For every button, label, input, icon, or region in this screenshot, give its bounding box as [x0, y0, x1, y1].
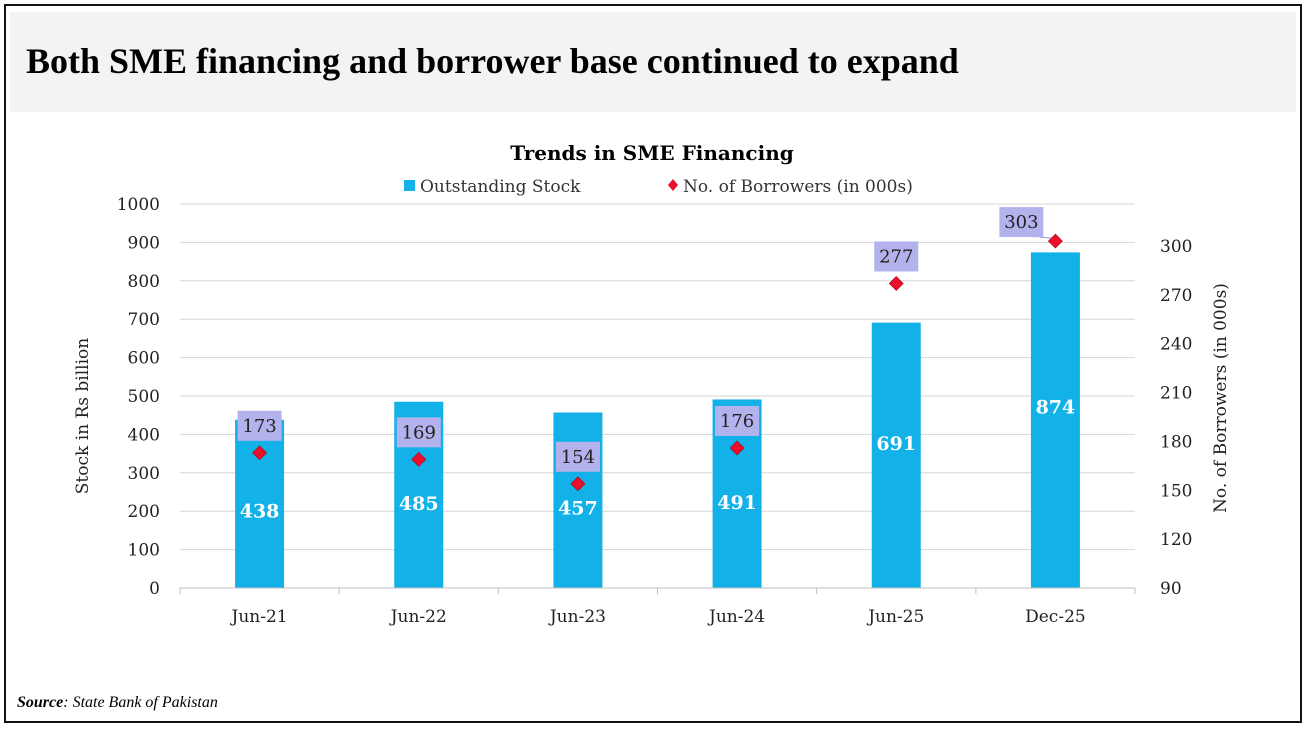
- borrower-value-label-Jun-22: 169: [402, 422, 436, 443]
- borrower-leader-line-Dec-25: [1039, 236, 1053, 239]
- borrower-label-box-Jun-24: [715, 405, 760, 436]
- bar-value-label-Jun-21: 438: [240, 500, 280, 522]
- sme-financing-chart: Trends in SME Financing Outstanding Stock…: [73, 141, 1231, 627]
- borrower-value-label-Jun-24: 176: [720, 411, 754, 432]
- source-text: : State Bank of Pakistan: [63, 694, 218, 711]
- borrower-point-Jun-21: [252, 445, 268, 461]
- bar-Jun-25: [871, 322, 921, 588]
- y-tick-label-700: 700: [128, 310, 160, 330]
- borrower-label-box-Jun-23: [555, 441, 600, 472]
- y2-tick-label-90: 90: [1160, 579, 1182, 599]
- borrower-point-Dec-25: [1047, 233, 1063, 249]
- y2-tick-label-120: 120: [1160, 530, 1192, 550]
- x-tick-label-Jun-21: Jun-21: [230, 607, 288, 627]
- bar-value-label-Jun-24: 491: [717, 492, 757, 514]
- x-tick-label-Jun-25: Jun-25: [866, 607, 924, 627]
- x-tick-label-Dec-25: Dec-25: [1025, 607, 1086, 627]
- y-tick-label-600: 600: [128, 349, 160, 369]
- bar-Dec-25: [1030, 252, 1080, 588]
- borrower-value-label-Jun-23: 154: [561, 447, 595, 468]
- legend-label-borrowers: No. of Borrowers (in 000s): [683, 177, 913, 197]
- y2-tick-label-240: 240: [1160, 335, 1192, 355]
- legend-swatch-outstanding-stock: [404, 180, 415, 191]
- y2-tick-label-300: 300: [1160, 237, 1192, 257]
- x-tick-label-Jun-23: Jun-23: [548, 607, 606, 627]
- borrower-value-label-Jun-25: 277: [879, 246, 913, 267]
- bar-value-label-Jun-22: 485: [399, 493, 439, 515]
- x-tick-label-Jun-24: Jun-24: [707, 607, 765, 627]
- y-tick-label-500: 500: [128, 387, 160, 407]
- legend-label-outstanding-stock: Outstanding Stock: [420, 177, 581, 197]
- bar-value-label-Jun-23: 457: [558, 497, 598, 519]
- y2-tick-label-270: 270: [1160, 286, 1192, 306]
- bar-value-label-Jun-25: 691: [876, 433, 916, 455]
- y-tick-label-200: 200: [128, 502, 160, 522]
- x-tick-label-Jun-22: Jun-22: [389, 607, 447, 627]
- y-tick-label-0: 0: [149, 579, 160, 599]
- headline-band: [10, 12, 1296, 112]
- borrower-value-label-Jun-21: 173: [242, 416, 276, 437]
- y2-tick-label-180: 180: [1160, 432, 1192, 452]
- borrower-point-Jun-25: [888, 276, 904, 291]
- source-label: Source: [17, 694, 64, 711]
- y2-tick-label-210: 210: [1160, 384, 1192, 404]
- borrower-label-box-Jun-21: [237, 410, 282, 441]
- y2-tick-label-150: 150: [1160, 481, 1192, 501]
- y-tick-label-900: 900: [128, 233, 160, 253]
- bar-value-label-Dec-25: 874: [1036, 396, 1076, 418]
- y-tick-label-300: 300: [128, 464, 160, 484]
- bar-Jun-23: [553, 412, 603, 588]
- borrower-value-label-Dec-25: 303: [1004, 212, 1038, 233]
- borrower-label-box-Jun-22: [396, 417, 441, 448]
- y-tick-label-400: 400: [128, 425, 160, 445]
- y-axis-title: Stock in Rs billion: [73, 338, 93, 495]
- borrower-point-Jun-22: [411, 451, 427, 467]
- y-tick-label-100: 100: [128, 541, 160, 561]
- y-tick-label-1000: 1000: [117, 195, 160, 215]
- chart-title: Trends in SME Financing: [510, 141, 793, 165]
- y2-axis-title: No. of Borrowers (in 000s): [1211, 283, 1231, 513]
- y-tick-label-800: 800: [128, 272, 160, 292]
- legend-marker-borrowers: [668, 179, 678, 191]
- borrower-point-Jun-24: [729, 440, 745, 456]
- source-note: Source: State Bank of Pakistan: [17, 694, 218, 712]
- borrower-point-Jun-23: [570, 476, 586, 492]
- borrower-label-box-Dec-25: [999, 207, 1044, 238]
- figure-headline: Both SME financing and borrower base con…: [26, 41, 959, 81]
- figure-frame: [4, 4, 1302, 723]
- borrower-label-box-Jun-25: [874, 241, 919, 272]
